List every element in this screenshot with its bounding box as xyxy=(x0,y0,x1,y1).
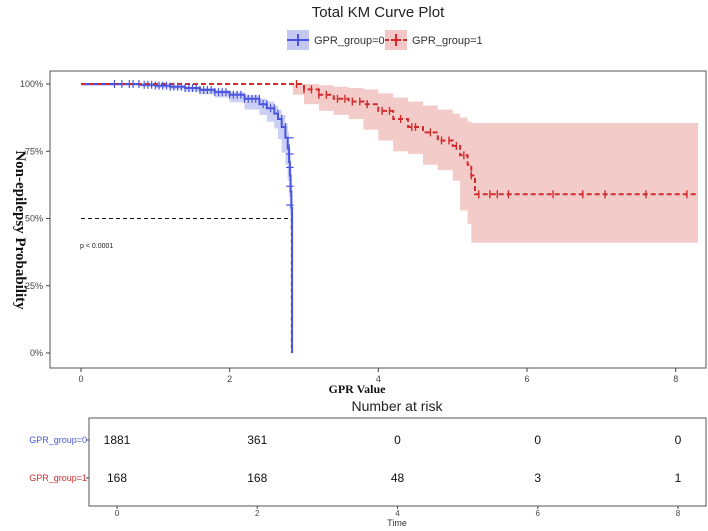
risk-x-tick-label: 2 xyxy=(255,509,260,518)
legend: GPR_group=0 GPR_group=1 xyxy=(287,30,483,50)
risk-x-tick-label: 0 xyxy=(115,509,120,518)
risk-cell: 168 xyxy=(107,471,127,485)
x-tick-label: 6 xyxy=(525,374,530,384)
y-tick-label: 0% xyxy=(30,348,43,358)
x-axis-title: GPR Value xyxy=(328,382,386,396)
x-tick-label: 4 xyxy=(376,374,381,384)
y-tick-label: 50% xyxy=(25,214,43,224)
risk-cell: 3 xyxy=(534,471,541,485)
risk-cell: 1881 xyxy=(104,433,131,447)
chart-title: Total KM Curve Plot xyxy=(312,4,445,21)
km-line-series-0 xyxy=(81,83,294,353)
y-tick-label: 75% xyxy=(25,146,43,156)
risk-table-title: Number at risk xyxy=(351,398,443,414)
y-axis-title: Non-epilepsy Probability xyxy=(12,150,28,310)
ci-band-series-1 xyxy=(81,84,698,243)
risk-cell: 168 xyxy=(247,471,267,485)
x-tick-label: 2 xyxy=(227,374,232,384)
km-line-series-1 xyxy=(81,83,698,196)
x-tick-label: 0 xyxy=(78,374,83,384)
risk-table-panel xyxy=(88,417,707,507)
risk-cell: 0 xyxy=(534,433,541,447)
legend-label-group1: GPR_group=1 xyxy=(412,35,483,47)
x-tick-label: 8 xyxy=(673,374,678,384)
p-value-annotation: p < 0.0001 xyxy=(80,243,113,250)
risk-cell: 1 xyxy=(675,471,682,485)
risk-row-label-0: GPR_group=0 xyxy=(29,435,87,445)
risk-x-tick-label: 6 xyxy=(536,509,541,518)
risk-cell: 48 xyxy=(391,471,405,485)
y-tick-label: 100% xyxy=(20,79,43,89)
risk-cell: 0 xyxy=(394,433,401,447)
risk-x-tick-label: 4 xyxy=(395,509,400,518)
legend-label-group0: GPR_group=0 xyxy=(314,35,385,47)
risk-row-label-1: GPR_group=1 xyxy=(29,473,87,483)
risk-cell: 0 xyxy=(675,433,682,447)
risk-x-tick-label: 8 xyxy=(676,509,681,518)
plot-layer: 0 2 4 6 8 0% 25% 50% 75% 100% xyxy=(20,79,698,384)
y-tick-label: 25% xyxy=(25,281,43,291)
risk-table-x-title: Time xyxy=(387,518,407,528)
risk-cell: 361 xyxy=(247,433,267,447)
